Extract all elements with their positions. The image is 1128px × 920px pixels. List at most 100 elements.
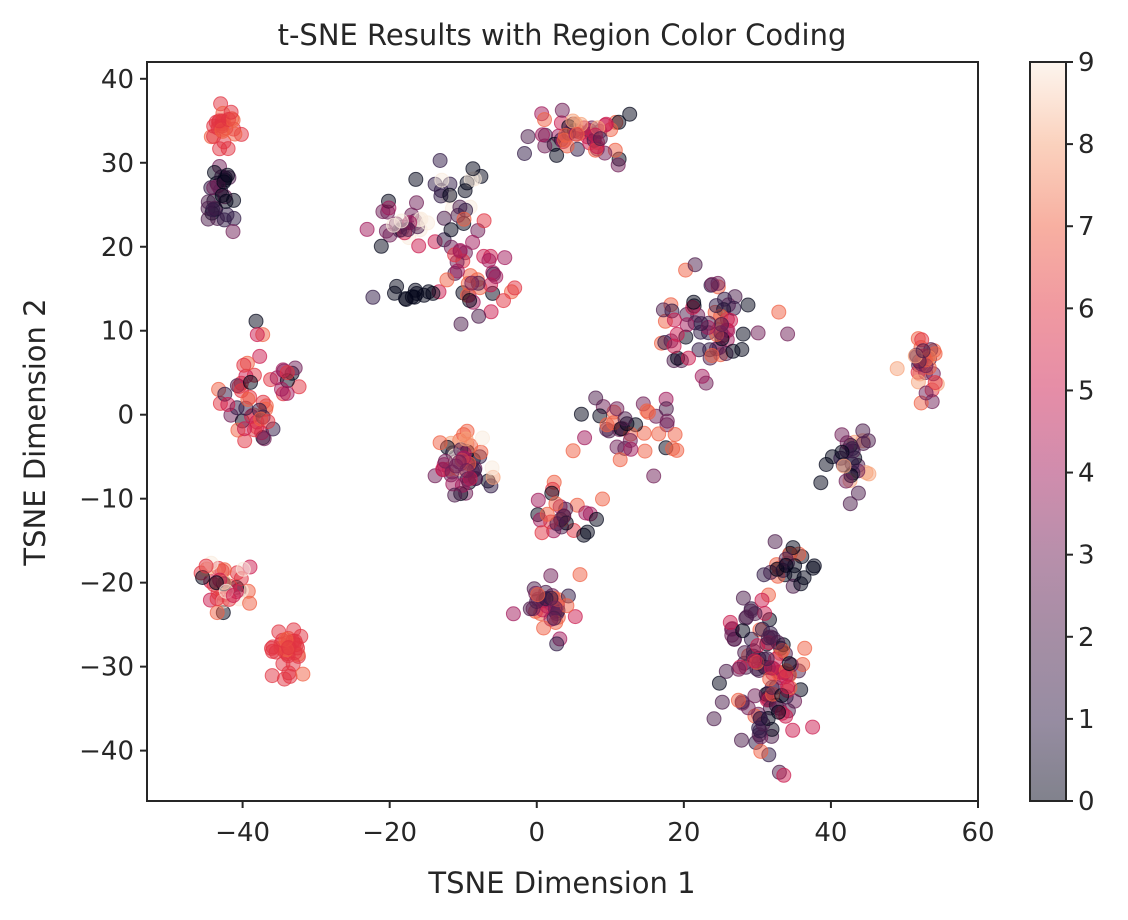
scatter-point <box>927 375 943 391</box>
scatter-point <box>666 312 682 328</box>
x-tick-label: 20 <box>667 818 700 848</box>
scatter-point <box>754 592 770 608</box>
scatter-point <box>722 614 738 630</box>
scatter-point <box>667 427 683 442</box>
scatter-point <box>481 253 497 268</box>
scatter-point <box>639 403 655 419</box>
scatter-point <box>365 289 381 305</box>
scatter-point <box>248 313 264 329</box>
scatter-point <box>694 368 710 384</box>
scatter-point <box>740 297 756 313</box>
scatter-point <box>488 269 504 285</box>
colorbar-tick-label: 6 <box>1078 294 1095 324</box>
scatter-point <box>735 623 751 639</box>
scatter-point <box>725 343 741 359</box>
scatter-point <box>780 679 796 695</box>
scatter-point <box>225 588 241 603</box>
scatter-point <box>549 636 565 652</box>
scatter-point <box>731 661 747 677</box>
scatter-point <box>505 606 521 622</box>
colorbar-tick-label: 8 <box>1078 130 1095 160</box>
plot-frame <box>146 61 979 802</box>
scatter-point <box>838 473 854 489</box>
scatter-point <box>752 711 768 726</box>
colorbar-tick-label: 7 <box>1078 212 1095 242</box>
scatter-point <box>507 280 523 296</box>
scatter-point <box>373 238 389 254</box>
scatter-point <box>220 167 235 183</box>
scatter-point <box>567 609 583 625</box>
scatter-point <box>449 263 465 279</box>
x-tick-label: −40 <box>215 818 270 848</box>
y-tick-label: 40 <box>101 65 134 95</box>
scatter-point <box>459 463 475 478</box>
scatter-point <box>534 525 550 541</box>
scatter-point <box>226 192 242 208</box>
scatter-point <box>393 213 409 229</box>
scatter-point <box>918 385 934 401</box>
scatter-point <box>264 668 280 684</box>
scatter-point <box>599 417 615 433</box>
scatter-point <box>456 211 472 227</box>
colorbar-tick-label: 2 <box>1078 623 1095 653</box>
colorbar-tick-label: 3 <box>1078 541 1095 571</box>
colorbar-tick-label: 0 <box>1078 787 1095 817</box>
scatter-point <box>279 385 295 401</box>
scatter-point <box>637 443 653 459</box>
scatter-point <box>565 113 581 129</box>
scatter-point <box>434 172 450 188</box>
colorbar-frame <box>1029 61 1067 802</box>
scatter-point <box>666 338 682 354</box>
scatter-point <box>617 411 633 427</box>
scatter-point <box>612 452 628 468</box>
scatter-point <box>219 207 235 223</box>
scatter-point <box>785 722 801 738</box>
scatter-point <box>471 308 487 324</box>
scatter-point <box>805 719 821 735</box>
scatter-point <box>220 141 236 157</box>
scatter-point <box>915 343 931 359</box>
y-tick-label: 30 <box>101 149 134 179</box>
scatter-point <box>747 606 763 622</box>
scatter-point <box>536 620 552 636</box>
x-axis-ticks: −40 −20 0 20 40 60 <box>215 801 995 848</box>
scatter-point <box>432 153 448 168</box>
scatter-point <box>457 183 473 199</box>
scatter-point <box>767 534 783 550</box>
scatter-point <box>686 294 702 310</box>
scatter-point <box>554 102 570 118</box>
scatter-point <box>735 590 751 606</box>
scatter-point <box>464 275 480 291</box>
scatter-point <box>770 634 786 650</box>
scatter-point <box>256 431 272 447</box>
scatter-point <box>730 692 746 708</box>
scatter-point <box>483 304 499 320</box>
scatter-point <box>530 492 546 508</box>
scatter-point <box>437 453 453 469</box>
scatter-point <box>577 430 593 446</box>
scatter-point <box>818 457 834 472</box>
scatter-point <box>209 605 225 621</box>
scatter-point <box>443 222 459 238</box>
scatter-point <box>279 365 295 381</box>
scatter-point <box>713 325 729 341</box>
scatter-point <box>235 561 251 577</box>
scatter-point <box>458 431 474 447</box>
scatter-point <box>780 326 796 342</box>
scatter-point <box>718 663 734 679</box>
scatter-point <box>432 435 448 451</box>
scatter-point <box>223 104 239 120</box>
scatter-point <box>850 485 866 501</box>
scatter-point <box>572 567 588 583</box>
scatter-point <box>669 442 685 458</box>
x-tick-label: −20 <box>362 818 417 848</box>
scatter-point <box>796 570 812 586</box>
scatter-point <box>408 171 424 187</box>
scatter-point <box>484 460 500 476</box>
scatter-point <box>227 126 243 142</box>
scatter-point <box>549 516 565 532</box>
scatter-point <box>776 767 792 783</box>
scatter-point <box>708 298 724 314</box>
scatter-point <box>404 289 420 305</box>
x-tick-label: 40 <box>814 818 847 848</box>
